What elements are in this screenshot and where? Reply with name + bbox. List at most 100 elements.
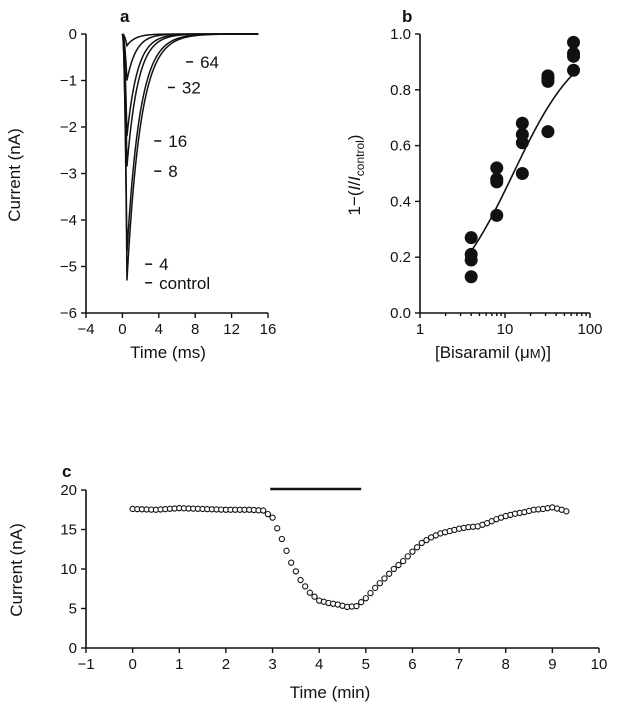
panel-c-y-tick-label: 0 — [69, 640, 77, 657]
panel-c-y-tick-label: 5 — [69, 601, 77, 618]
panel-c-xlabel: Time (min) — [290, 683, 371, 702]
panel-c-point — [302, 583, 309, 590]
panel-c-x-tick-label: 7 — [455, 656, 463, 673]
trace-label-32: 32 — [182, 78, 201, 97]
panel-c-point — [390, 565, 397, 573]
panel-b-y-tick-label: 0.8 — [390, 82, 411, 99]
panel-c-x-tick-label: 1 — [175, 656, 183, 673]
panel-c-point — [418, 539, 425, 547]
panel-b: b 1 10 100 0.0 0.2 0.4 0.6 0.8 1.0 [Bisaramil (μ… — [345, 7, 603, 362]
panel-c-y-tick-label: 15 — [60, 522, 77, 539]
panel-c-point — [353, 602, 360, 610]
panel-c-point — [292, 568, 300, 575]
trace-label-8: 8 — [168, 162, 177, 181]
panel-b-point — [567, 35, 581, 49]
panel-a-y-tick-label: −4 — [60, 212, 77, 229]
panel-c-point — [297, 576, 304, 584]
panel-b-point — [515, 136, 529, 150]
panel-c-point — [413, 544, 421, 551]
panel-b-y-tick-label: 1.0 — [390, 26, 411, 43]
panel-c-point — [311, 593, 318, 600]
panel-b-y-tick-label: 0.6 — [390, 138, 411, 155]
panel-c-x-tick-label: 4 — [315, 656, 323, 673]
panel-c-point — [404, 553, 411, 560]
panel-c-point — [395, 561, 402, 569]
panel-c-y-tick-label: 20 — [60, 482, 77, 499]
panel-c-x-tick-label: 0 — [128, 656, 136, 673]
trace-label-control: control — [159, 274, 210, 293]
panel-a-y-tick-label: −1 — [60, 73, 77, 90]
panel-b-point — [567, 49, 581, 63]
panel-c-point — [278, 535, 286, 543]
panel-a-y-tick-label: −3 — [60, 166, 77, 183]
panel-c-point — [376, 580, 383, 587]
panel-a-xlabel: Time (ms) — [130, 343, 206, 362]
panel-b-fit-curve — [470, 74, 574, 252]
panel-b-y-tick-label: 0.4 — [390, 193, 411, 210]
trace-label-4: 4 — [159, 255, 168, 274]
trace-label-64: 64 — [200, 53, 219, 72]
panel-b-x-tick-label: 10 — [497, 321, 514, 338]
panel-c-y-tick-label: 10 — [60, 561, 77, 578]
panel-c-point — [409, 548, 416, 555]
panel-c-ylabel: Current (nA) — [7, 523, 26, 617]
panel-b-point — [464, 270, 478, 284]
panel-c-point — [381, 575, 388, 582]
panel-c-points — [129, 504, 570, 611]
panel-b-point — [567, 63, 581, 77]
panel-a-y-tick-label: 0 — [69, 26, 77, 43]
panel-a-ylabel: Current (nA) — [5, 128, 24, 222]
panel-c-point — [264, 510, 272, 518]
panel-a-y-tick-label: −6 — [60, 305, 77, 322]
panel-c-point — [274, 525, 281, 532]
panel-a-x-tick-label: 0 — [118, 321, 126, 338]
panel-b-axes: 1 10 100 0.0 0.2 0.4 0.6 0.8 1.0 — [390, 26, 602, 338]
panel-b-point — [515, 167, 529, 180]
panel-c-point — [399, 557, 407, 565]
panel-a-x-tick-label: 8 — [191, 321, 199, 338]
panel-b-ylabel: 1−(I/Icontrol) — [345, 135, 367, 216]
panel-c-point — [306, 589, 313, 596]
panel-c-x-tick-label: 9 — [548, 656, 556, 673]
panel-c-point — [563, 508, 570, 515]
panel-b-point — [541, 125, 555, 139]
panel-c-point — [385, 570, 393, 577]
panel-b-points — [464, 35, 581, 284]
panel-c-x-tick-label: 5 — [362, 656, 370, 673]
panel-c-point — [260, 507, 267, 514]
panel-a-x-tick-label: 12 — [223, 321, 240, 338]
panel-b-point — [464, 253, 478, 267]
trace-label-16: 16 — [168, 132, 187, 151]
panel-a-y-tick-label: −2 — [60, 119, 77, 136]
panel-b-point — [490, 175, 504, 189]
panel-b-y-tick-label: 0.2 — [390, 249, 411, 266]
panel-c-point — [362, 595, 369, 602]
panel-b-point — [515, 116, 529, 130]
panel-b-x-tick-label: 1 — [416, 321, 424, 338]
panel-b-x-tick-label: 100 — [577, 321, 602, 338]
panel-c-point — [423, 537, 430, 544]
panel-c-x-tick-label: 6 — [408, 656, 416, 673]
panel-a-y-tick-label: −5 — [60, 259, 77, 276]
panel-a-x-tick-label: −4 — [77, 321, 94, 338]
panel-c-point — [288, 559, 295, 566]
panel-a-traces — [121, 33, 259, 281]
panel-a: a −4 0 4 8 12 16 −6 −5 −4 −3 −2 −1 0 64 32 16 8 4control… — [5, 7, 276, 362]
panel-c-point — [283, 547, 290, 554]
panel-b-point — [490, 161, 504, 175]
panel-a-x-tick-label: 16 — [260, 321, 277, 338]
panel-a-axes: −4 0 4 8 12 16 −6 −5 −4 −3 −2 −1 0 — [60, 26, 276, 338]
trace-control — [121, 33, 259, 281]
panel-b-letter: b — [402, 7, 412, 26]
panel-c-point — [371, 584, 379, 592]
panel-c-letter: c — [62, 462, 71, 481]
panel-c-x-tick-label: 8 — [502, 656, 510, 673]
panel-c-point — [269, 514, 276, 521]
panel-a-letter: a — [120, 7, 130, 26]
panel-c-point — [367, 589, 374, 597]
panel-c-x-tick-label: −1 — [77, 656, 94, 673]
